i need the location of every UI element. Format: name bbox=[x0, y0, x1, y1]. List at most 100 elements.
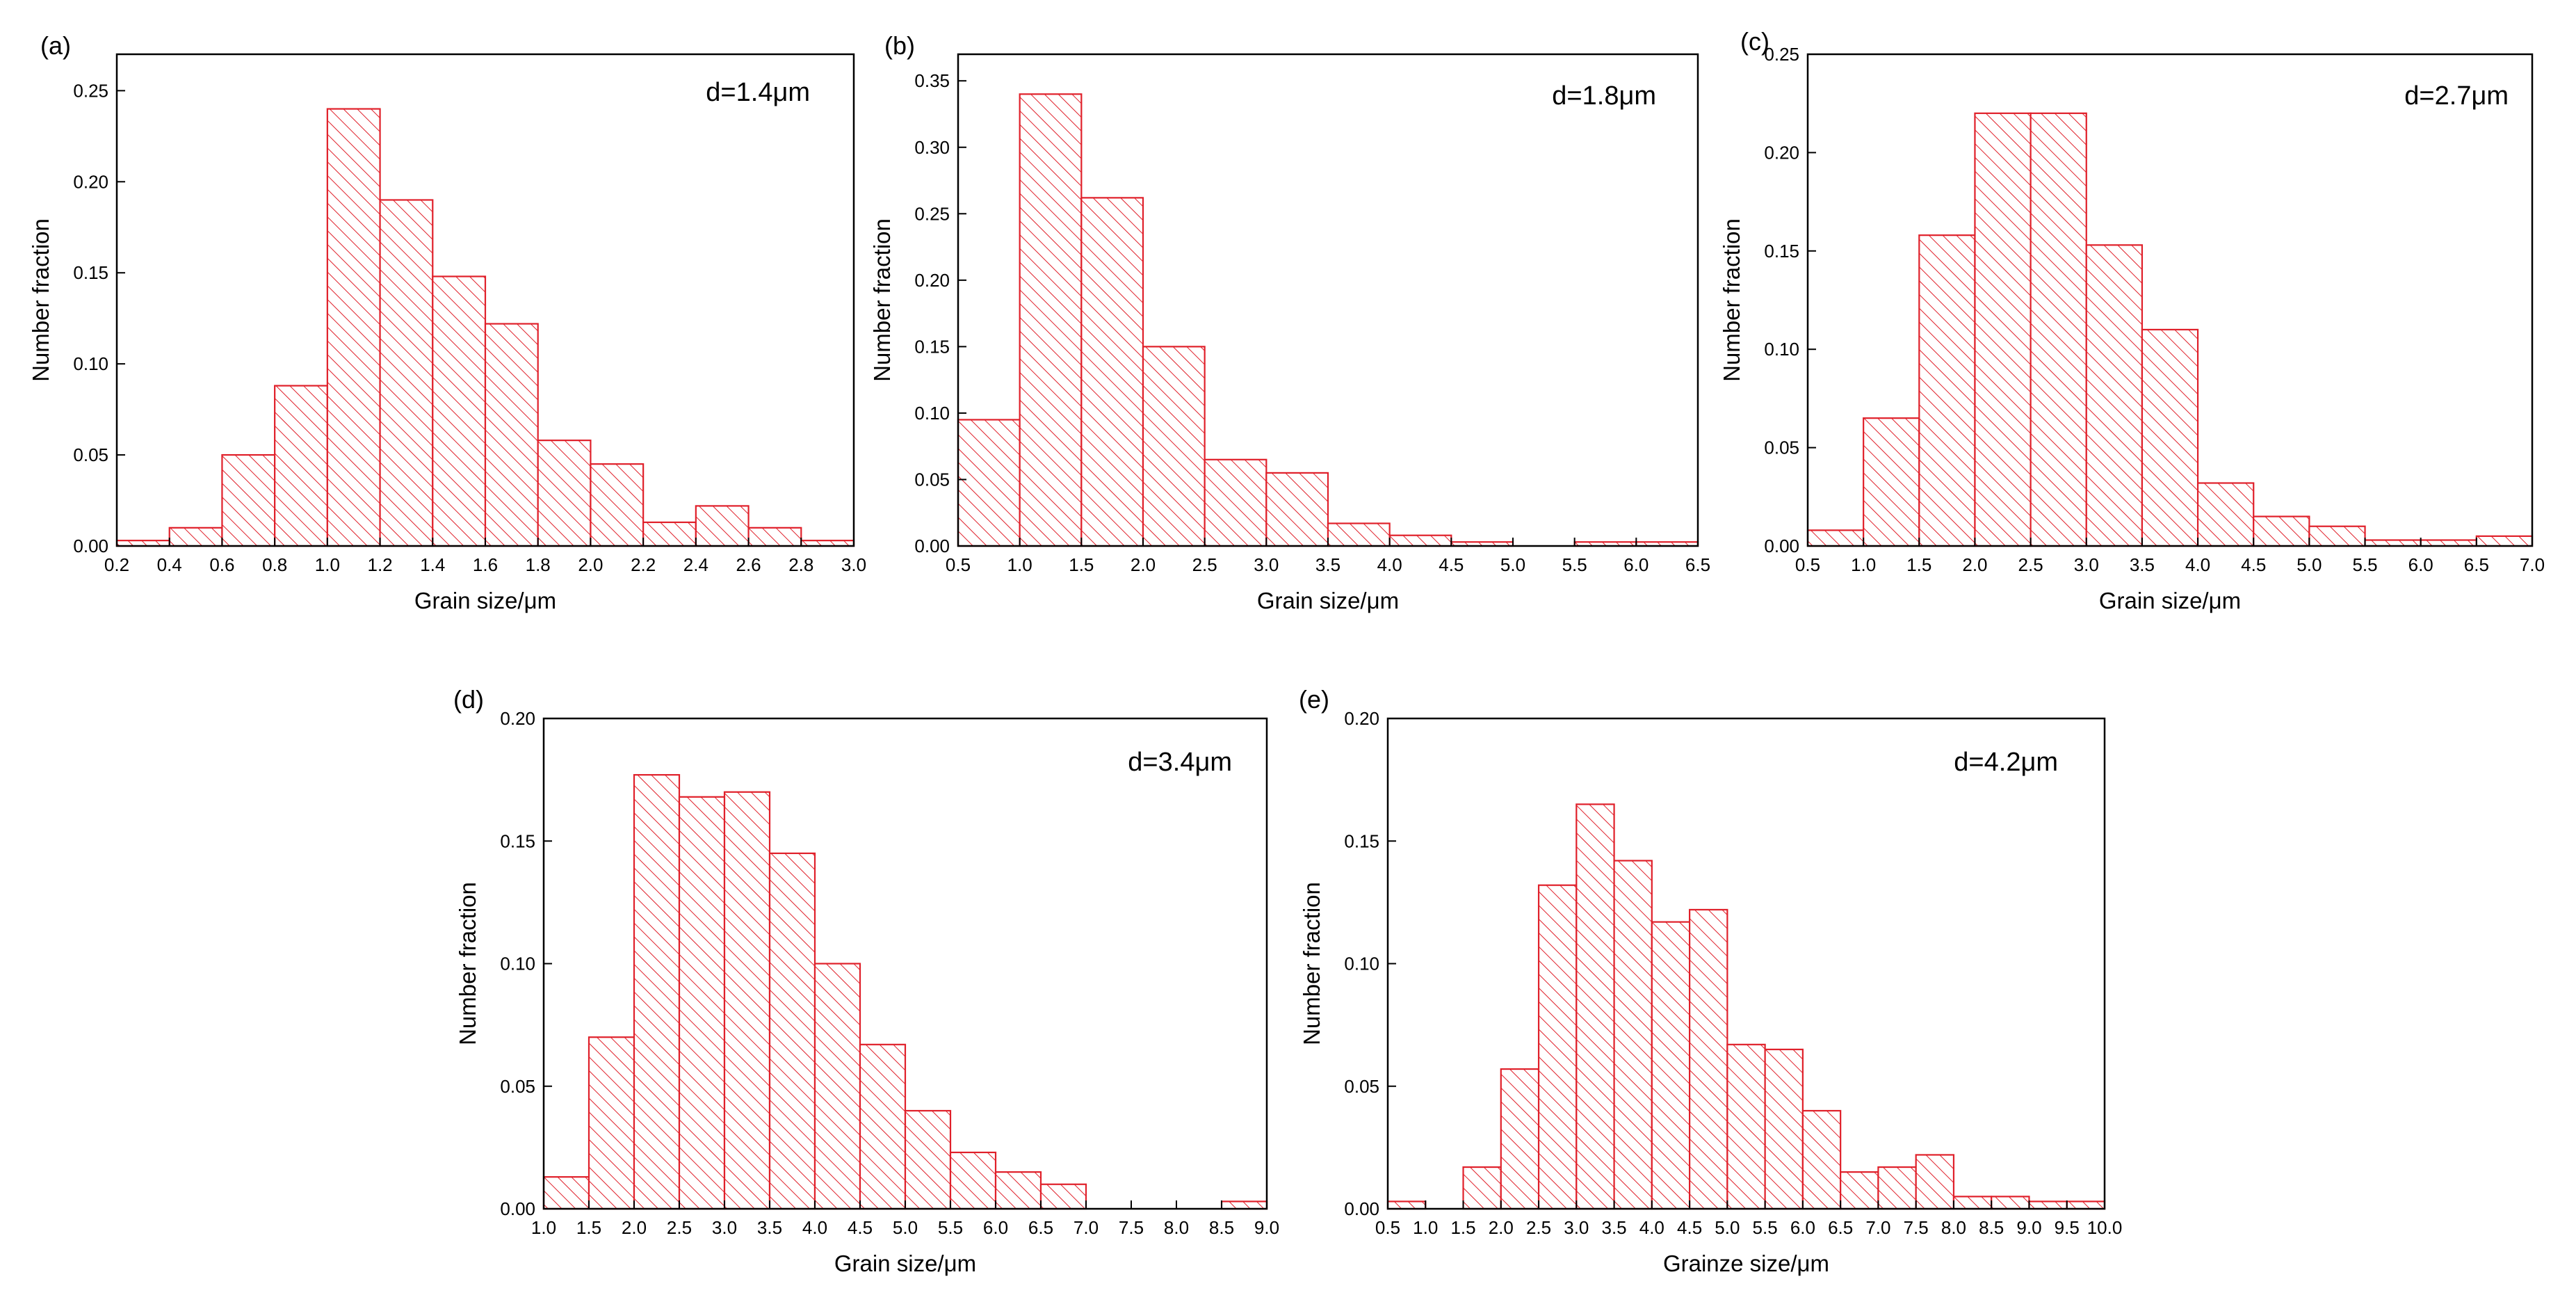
histogram-bar bbox=[2030, 112, 2087, 547]
x-tick-label: 6.0 bbox=[1623, 554, 1649, 575]
mean-size-annotation: d=2.7μm bbox=[2404, 81, 2509, 111]
y-tick-label: 0.10 bbox=[914, 403, 950, 424]
x-tick-label: 5.0 bbox=[2296, 554, 2322, 575]
histogram-bar bbox=[1651, 921, 1691, 1210]
histogram-bar bbox=[221, 453, 276, 547]
x-tick-label: 4.5 bbox=[1677, 1217, 1702, 1238]
x-tick-label: 7.5 bbox=[1904, 1217, 1929, 1238]
histogram-bar bbox=[1877, 1166, 1917, 1210]
histogram-bar bbox=[678, 796, 726, 1210]
chart-panel-d: 1.0 1.5 2.0 2.5 3.0 3.5 4.0 4.5 5.0 5.5 6.0 6.5 7.0 7… bbox=[453, 685, 1279, 1276]
y-tick-label: 0.05 bbox=[1764, 437, 1799, 458]
x-tick-label: 2.0 bbox=[1489, 1217, 1514, 1238]
x-tick-label: 1.6 bbox=[473, 554, 498, 575]
histogram-bar bbox=[949, 1151, 997, 1210]
histogram-bar bbox=[1220, 1200, 1268, 1210]
x-tick-label: 5.5 bbox=[1753, 1217, 1778, 1238]
x-axis-label: Grain size/μm bbox=[414, 588, 556, 613]
histogram-bar bbox=[2308, 525, 2366, 547]
histogram-bar bbox=[590, 463, 645, 547]
x-axis-label: Grain size/μm bbox=[2099, 588, 2241, 613]
mean-size-annotation: d=1.8μm bbox=[1552, 81, 1656, 111]
x-tick-label: 7.0 bbox=[2520, 554, 2545, 575]
x-tick-label: 5.5 bbox=[1562, 554, 1587, 575]
x-tick-label: 1.0 bbox=[1007, 554, 1032, 575]
y-tick-label: 0.10 bbox=[1764, 339, 1799, 360]
x-tick-label: 6.5 bbox=[2464, 554, 2489, 575]
histogram-bar bbox=[813, 963, 861, 1210]
histogram-bar bbox=[994, 1171, 1042, 1210]
histogram-bar bbox=[484, 323, 539, 547]
x-tick-label: 9.0 bbox=[2016, 1217, 2041, 1238]
x-tick-label: 4.5 bbox=[848, 1217, 873, 1238]
x-tick-label: 2.5 bbox=[1526, 1217, 1551, 1238]
x-tick-label: 2.2 bbox=[631, 554, 656, 575]
y-tick-label: 0.15 bbox=[914, 336, 950, 357]
histogram-bar bbox=[432, 275, 487, 547]
y-tick-label: 0.25 bbox=[1764, 44, 1799, 65]
x-tick-label: 1.5 bbox=[576, 1217, 601, 1238]
histogram-bar bbox=[2364, 539, 2422, 547]
x-tick-label: 3.5 bbox=[757, 1217, 782, 1238]
y-tick-label: 0.20 bbox=[1344, 708, 1379, 729]
histogram-bar bbox=[2196, 482, 2255, 547]
histogram-bar bbox=[537, 440, 592, 547]
x-tick-label: 0.8 bbox=[262, 554, 287, 575]
y-tick-label: 0.20 bbox=[500, 708, 535, 729]
histogram-bar bbox=[1080, 197, 1144, 547]
panel-label: (c) bbox=[1740, 27, 1769, 56]
y-axis-label: Number fraction bbox=[28, 218, 54, 382]
histogram-bar bbox=[1726, 1043, 1766, 1210]
x-tick-label: 4.0 bbox=[802, 1217, 827, 1238]
x-tick-label: 3.5 bbox=[1602, 1217, 1627, 1238]
y-tick-label: 0.25 bbox=[914, 203, 950, 224]
histogram-bar bbox=[2420, 539, 2477, 547]
x-tick-label: 8.5 bbox=[1979, 1217, 2004, 1238]
x-tick-label: 2.0 bbox=[1131, 554, 1156, 575]
x-tick-label: 3.0 bbox=[712, 1217, 737, 1238]
x-tick-label: 0.5 bbox=[1795, 554, 1820, 575]
histogram-bar bbox=[1952, 1196, 1993, 1210]
plot-frame bbox=[1806, 53, 2534, 547]
histogram-bar bbox=[723, 791, 771, 1210]
x-tick-label: 7.5 bbox=[1119, 1217, 1144, 1238]
x-axis-label: Grain size/μm bbox=[1257, 588, 1399, 613]
x-tick-label: 3.5 bbox=[2130, 554, 2155, 575]
x-tick-label: 4.0 bbox=[1377, 554, 1402, 575]
x-tick-label: 2.5 bbox=[2018, 554, 2043, 575]
histogram-bar bbox=[1575, 803, 1615, 1210]
y-tick-label: 0.30 bbox=[914, 137, 950, 158]
y-tick-label: 0.15 bbox=[500, 830, 535, 851]
histogram-bar bbox=[2066, 1200, 2106, 1210]
x-tick-label: 5.0 bbox=[1500, 554, 1525, 575]
histogram-bar bbox=[168, 527, 223, 547]
x-tick-label: 2.6 bbox=[736, 554, 761, 575]
x-tick-label: 4.5 bbox=[1439, 554, 1464, 575]
histogram-bar bbox=[2141, 328, 2199, 547]
x-tick-label: 1.0 bbox=[1851, 554, 1876, 575]
x-tick-label: 2.8 bbox=[788, 554, 813, 575]
y-tick-label: 0.05 bbox=[914, 469, 950, 490]
y-tick-label: 0.20 bbox=[73, 171, 108, 192]
x-tick-label: 3.0 bbox=[1564, 1217, 1589, 1238]
histogram-bar bbox=[1689, 908, 1728, 1210]
x-tick-label: 1.0 bbox=[1413, 1217, 1438, 1238]
x-tick-label: 6.0 bbox=[983, 1217, 1008, 1238]
x-tick-label: 5.5 bbox=[2352, 554, 2377, 575]
x-tick-label: 9.5 bbox=[2055, 1217, 2080, 1238]
x-tick-label: 4.0 bbox=[2185, 554, 2210, 575]
x-tick-label: 2.5 bbox=[667, 1217, 692, 1238]
x-tick-label: 2.0 bbox=[578, 554, 603, 575]
x-tick-label: 0.5 bbox=[1375, 1217, 1400, 1238]
x-tick-label: 0.5 bbox=[946, 554, 971, 575]
x-tick-label: 0.4 bbox=[157, 554, 182, 575]
histogram-bar bbox=[1840, 1171, 1879, 1210]
chart-panel-e: 0.5 1.0 1.5 2.0 2.5 3.0 3.5 4.0 4.5 5.0 5.5 6.0 6.5 7… bbox=[1299, 685, 2122, 1276]
x-tick-label: 8.0 bbox=[1941, 1217, 1966, 1238]
x-tick-label: 3.0 bbox=[841, 554, 866, 575]
x-tick-label: 2.0 bbox=[1962, 554, 1987, 575]
histogram-bar bbox=[1388, 534, 1452, 547]
chart-panel-a: 0.2 0.4 0.6 0.8 1.0 1.2 1.4 1.6 1.8 2.0 2.2 2.4 2.6 2… bbox=[28, 31, 866, 613]
x-tick-label: 0.6 bbox=[209, 554, 234, 575]
